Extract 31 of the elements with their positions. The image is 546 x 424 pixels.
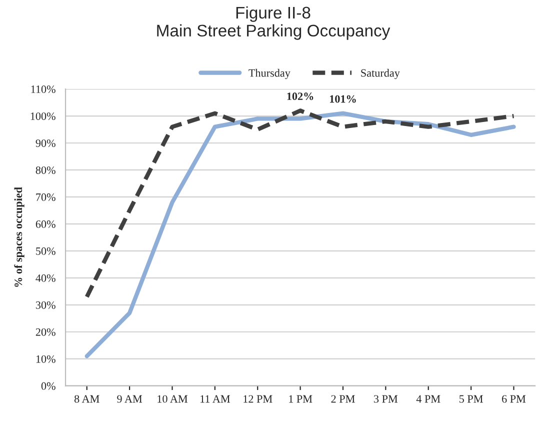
y-tick-label: 50% [36, 247, 56, 255]
legend-label: Saturday [361, 68, 400, 80]
annotation: 101% [330, 95, 356, 103]
y-tick-label: 80% [36, 166, 56, 174]
x-tick-label: 4 PM [416, 395, 440, 403]
y-tick-label: 110% [31, 86, 56, 94]
chart-title: Figure II-8 Main Street Parking Occupancy [157, 6, 390, 40]
legend-label: Thursday [248, 68, 290, 80]
y-axis-title: % of spaces occupied [14, 187, 24, 287]
line-series [84, 111, 516, 358]
x-tick-label: 5 PM [460, 395, 483, 403]
x-tick-label: 3 PM [374, 395, 398, 403]
y-tick-label: 100% [30, 112, 56, 120]
x-tick-label: 11 AM [200, 395, 230, 403]
y-tick-label: 0% [41, 382, 56, 390]
line-series [84, 108, 516, 299]
y-tick-label: 60% [36, 220, 56, 228]
x-tick-label: 8 AM [74, 395, 100, 403]
x-tick-label: 2 PM [331, 395, 355, 403]
y-tick-label: 70% [36, 193, 56, 201]
y-tick-label: 20% [36, 328, 56, 336]
x-tick-label: 12 PM [244, 395, 272, 403]
annotation: 102% [287, 92, 314, 100]
y-tick-label: 30% [36, 301, 56, 309]
y-tick-label: 90% [36, 139, 56, 148]
x-tick-label: 10 AM [158, 395, 188, 403]
y-tick-label: 40% [36, 274, 56, 282]
x-tick-label: 1 PM [289, 395, 312, 403]
x-tick-label: 6 PM [502, 395, 526, 403]
x-tick-label: 9 AM [117, 395, 142, 403]
y-tick-label: 10% [36, 355, 56, 363]
